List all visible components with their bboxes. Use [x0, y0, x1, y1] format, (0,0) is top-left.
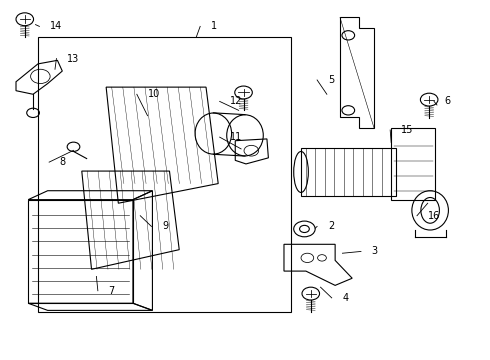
- Text: 7: 7: [109, 286, 115, 296]
- Text: 6: 6: [445, 96, 451, 107]
- Text: 2: 2: [328, 221, 334, 231]
- Text: 5: 5: [328, 75, 334, 85]
- Text: 9: 9: [162, 221, 168, 231]
- Text: 12: 12: [230, 96, 243, 107]
- Text: 14: 14: [50, 21, 62, 31]
- Text: 8: 8: [60, 157, 66, 167]
- Text: 13: 13: [67, 54, 79, 64]
- Text: 1: 1: [211, 21, 217, 31]
- Text: 10: 10: [147, 89, 160, 99]
- Text: 16: 16: [428, 211, 440, 221]
- Text: 11: 11: [230, 132, 243, 142]
- Text: 4: 4: [343, 293, 348, 303]
- Text: 15: 15: [401, 125, 413, 135]
- Text: 3: 3: [372, 247, 378, 256]
